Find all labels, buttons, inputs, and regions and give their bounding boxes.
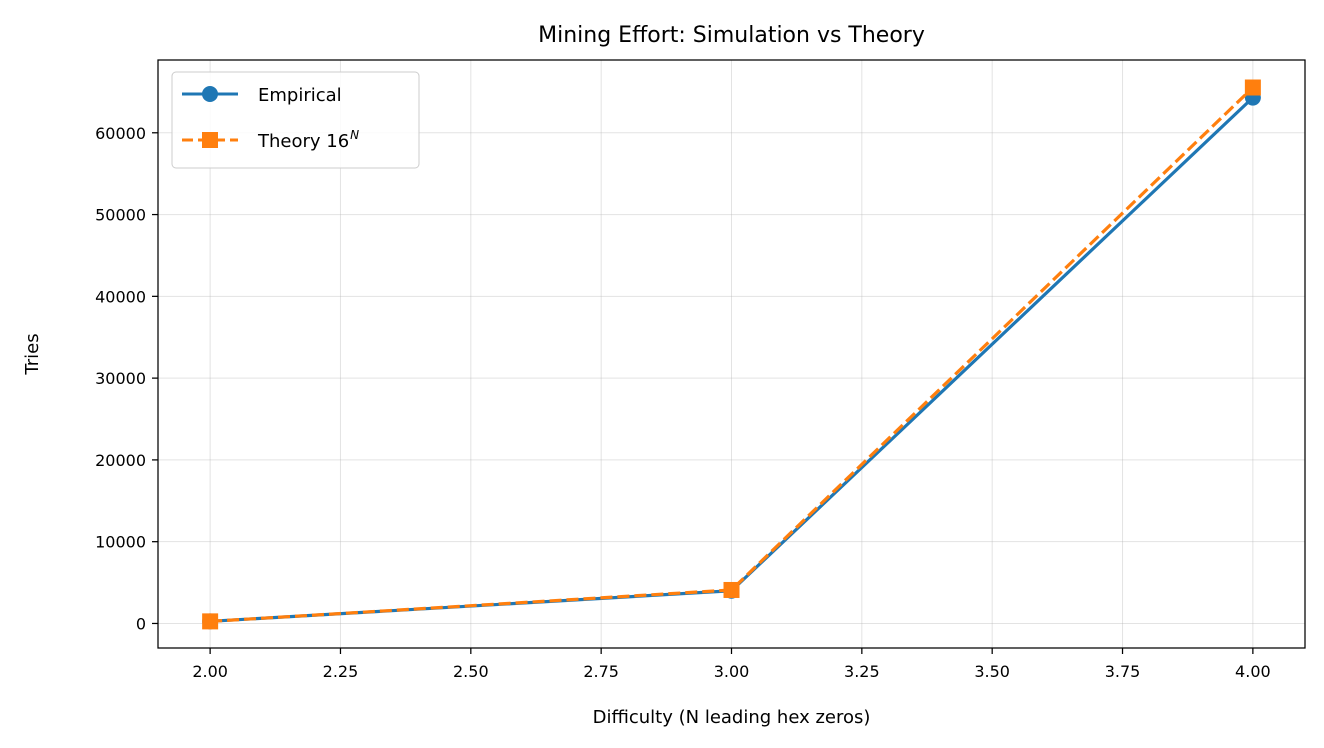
x-tick-label: 2.75 xyxy=(583,662,619,681)
series-line-theory xyxy=(210,86,1254,623)
x-tick-label: 3.75 xyxy=(1105,662,1141,681)
y-tick-label: 40000 xyxy=(95,287,146,306)
legend-label-theory: Theory 16N xyxy=(257,128,359,152)
chart-title: Mining Effort: Simulation vs Theory xyxy=(538,23,925,48)
y-tick-label: 30000 xyxy=(95,369,146,388)
data-point-theory xyxy=(202,613,219,630)
data-point-theory xyxy=(1244,79,1261,96)
y-tick-label: 60000 xyxy=(95,124,146,143)
x-tick-label: 2.00 xyxy=(192,662,228,681)
y-tick-label: 50000 xyxy=(95,206,146,225)
legend-label-theory-superscript: N xyxy=(350,128,359,142)
x-tick-label: 3.50 xyxy=(974,662,1010,681)
x-tick-label: 3.25 xyxy=(844,662,880,681)
legend-marker-theory xyxy=(202,132,218,148)
legend-label-empirical: Empirical xyxy=(258,85,342,106)
grid xyxy=(158,60,1305,648)
x-tick-label: 3.00 xyxy=(714,662,750,681)
data-point-theory xyxy=(723,581,740,598)
x-tick-label: 2.50 xyxy=(453,662,489,681)
x-axis-label: Difficulty (N leading hex zeros) xyxy=(593,707,871,728)
plot-series xyxy=(202,79,1261,630)
axis-ticks: 2.00 2.25 2.50 2.75 3.00 3.25 3.50 3.75 4.00 0 100… xyxy=(95,124,1271,681)
legend: Empirical Theory 16N xyxy=(171,71,420,169)
y-tick-label: 0 xyxy=(136,614,146,633)
x-tick-label: 2.25 xyxy=(323,662,359,681)
y-tick-label: 20000 xyxy=(95,451,146,470)
y-axis-label: Tries xyxy=(22,333,43,375)
legend-entry-theory: Theory 16N xyxy=(182,128,359,152)
y-tick-label: 10000 xyxy=(95,533,146,552)
legend-label-theory-base: Theory 16 xyxy=(257,131,349,152)
legend-box xyxy=(171,71,420,169)
legend-entry-empirical: Empirical xyxy=(182,85,342,106)
x-tick-label: 4.00 xyxy=(1235,662,1271,681)
legend-marker-empirical xyxy=(202,86,218,102)
